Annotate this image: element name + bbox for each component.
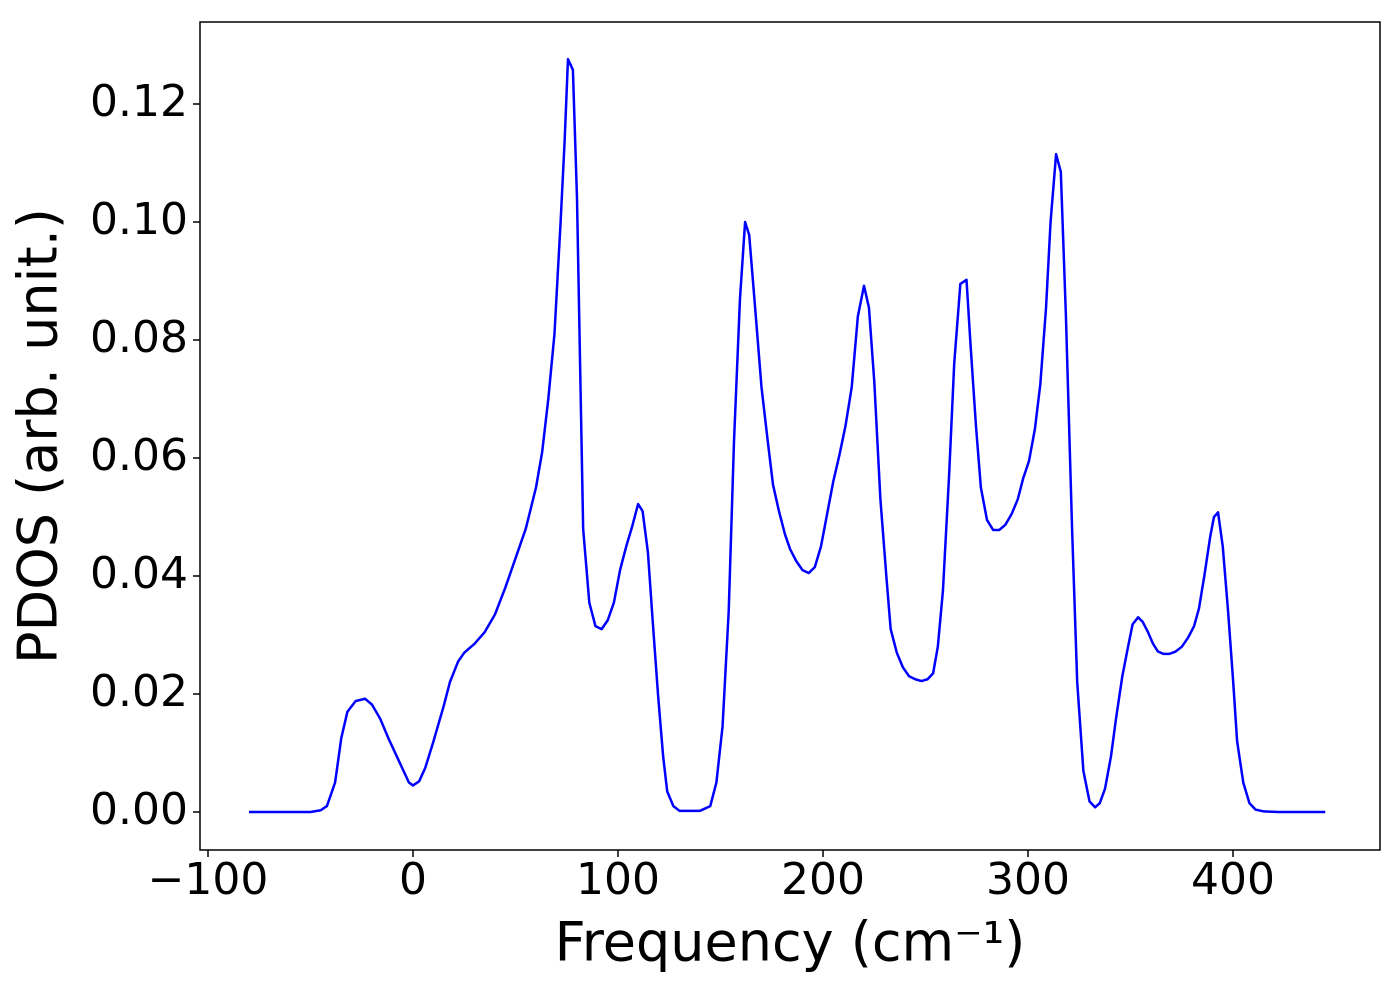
y-tick-label: 0.02	[90, 666, 188, 717]
y-tick-label: 0.04	[90, 548, 188, 599]
y-tick-label: 0.10	[90, 194, 188, 245]
x-tick-label: 400	[1191, 854, 1275, 905]
pdos-line	[249, 57, 1326, 814]
y-tick-label: 0.06	[90, 430, 188, 481]
x-axis-label: Frequency (cm⁻¹)	[555, 911, 1026, 974]
plot-frame	[199, 21, 1381, 851]
y-tick-label: 0.00	[90, 784, 188, 835]
x-tick-label: 200	[781, 854, 865, 905]
y-tick-label: 0.08	[90, 312, 188, 363]
x-tick-label: 100	[576, 854, 660, 905]
y-tick-label: 0.12	[90, 76, 188, 127]
y-axis-label: PDOS (arb. unit.)	[7, 208, 70, 664]
x-tick-label: 300	[986, 854, 1070, 905]
x-tick-label: −100	[148, 854, 269, 905]
x-tick-label: 0	[399, 854, 427, 905]
